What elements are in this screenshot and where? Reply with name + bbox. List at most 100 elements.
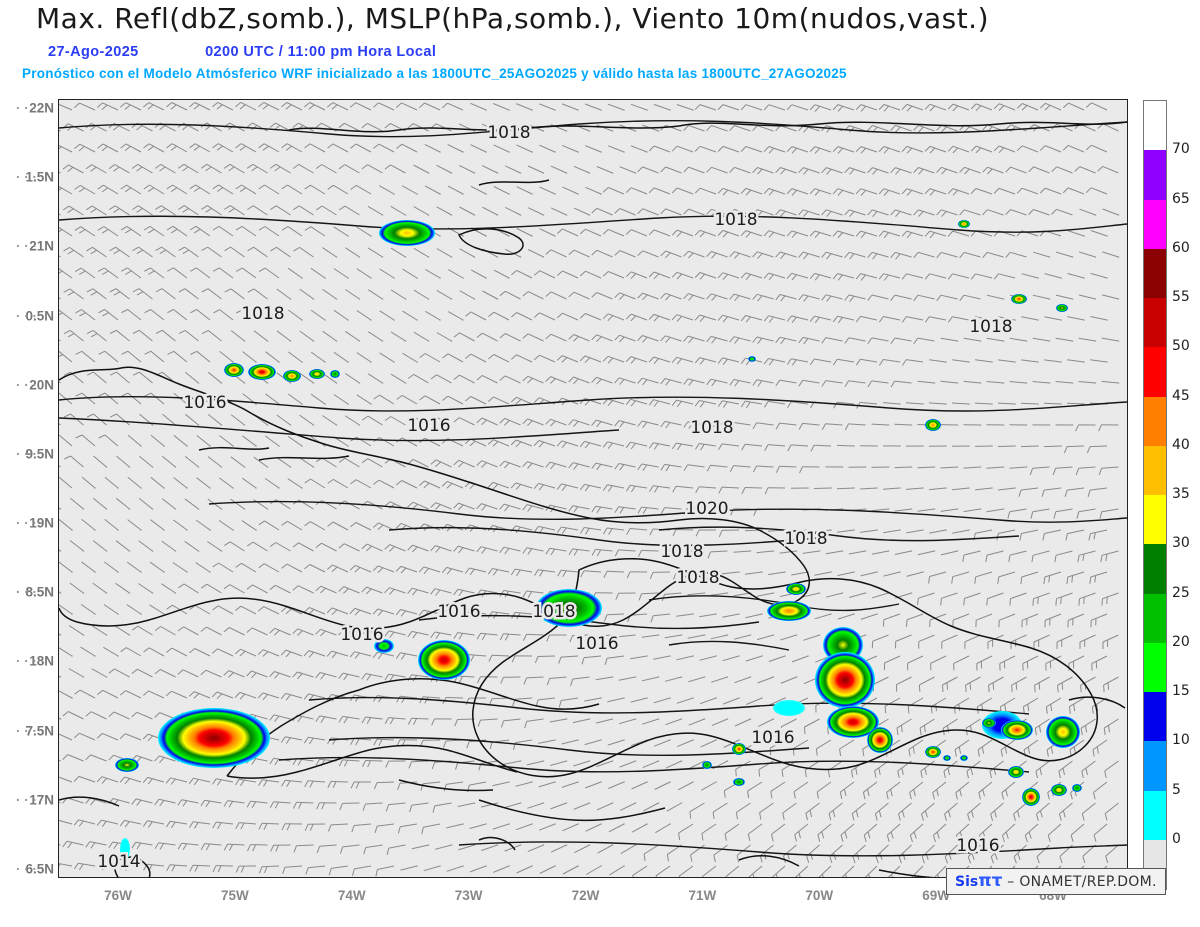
wind-barb <box>62 205 84 216</box>
wind-barb <box>464 567 487 576</box>
wind-barb <box>630 145 648 153</box>
wind-barb <box>871 466 890 468</box>
wind-barb <box>356 226 372 237</box>
colorbar-band-0-5 <box>1144 790 1166 840</box>
wind-barb <box>833 401 855 409</box>
wind-barb <box>648 229 671 237</box>
wind-barb <box>1039 102 1062 111</box>
map-canvas: 1018101810181018101810181018101810161016… <box>59 100 1127 877</box>
wind-barb <box>951 445 970 447</box>
wind-barb <box>59 561 73 573</box>
wind-barb <box>573 165 591 174</box>
wind-barb <box>821 423 843 431</box>
wind-barb <box>1044 316 1062 321</box>
wind-barb <box>459 206 476 216</box>
wind-barb <box>769 739 786 756</box>
wind-barb <box>539 823 556 831</box>
wind-barb <box>98 434 119 447</box>
wind-barb <box>625 313 648 322</box>
wind-barb <box>815 739 832 756</box>
wind-barb <box>556 228 579 237</box>
wind-barb <box>1032 294 1051 300</box>
wind-barb <box>671 442 694 451</box>
wind-barb <box>379 352 395 363</box>
wind-barb <box>91 668 108 678</box>
refl-cell-dr-south-storm <box>827 706 879 738</box>
wind-barb <box>740 230 763 238</box>
wind-barb <box>683 250 705 259</box>
wind-barb <box>837 529 855 533</box>
wind-barb <box>768 571 786 576</box>
wind-barb <box>676 613 694 617</box>
wind-barb <box>545 547 567 556</box>
wind-barb <box>901 103 924 112</box>
wind-barb <box>886 823 901 843</box>
page-title: Max. Refl(dbZ,somb.), MSLP(hPa,somb.), V… <box>36 2 989 35</box>
reflectivity-colorbar[interactable] <box>1143 100 1167 890</box>
wind-barb <box>967 802 981 821</box>
wind-barb <box>602 398 625 407</box>
wind-barb <box>390 205 407 216</box>
wind-barb <box>625 271 648 279</box>
wind-barb <box>258 101 280 111</box>
wind-barb <box>126 604 142 615</box>
wind-barb <box>219 351 234 363</box>
wind-barb <box>333 226 349 237</box>
wind-barb <box>694 145 717 153</box>
wind-barb <box>59 434 73 447</box>
wind-barb <box>614 549 636 557</box>
wind-barb <box>374 823 395 833</box>
wind-barb <box>372 608 395 617</box>
isobar-label-1014: 1014 <box>97 852 140 872</box>
wind-barb <box>798 294 820 302</box>
wind-barb <box>848 592 867 598</box>
wind-barb <box>660 250 682 259</box>
colorbar-tick-45: 45 <box>1172 387 1190 404</box>
wind-barb <box>481 165 499 174</box>
y-tick-dash: · · · <box>16 723 37 739</box>
wind-barb <box>649 571 671 579</box>
wind-barb <box>614 334 636 343</box>
wind-barb <box>189 143 211 153</box>
wind-barb <box>614 292 636 300</box>
wind-barb <box>775 465 797 473</box>
wind-barb <box>379 310 395 321</box>
wind-barb <box>988 676 1004 693</box>
wind-barb <box>235 605 257 615</box>
map-plot-area[interactable]: 1018 1018 1018 1018 1018 1018 1018 1018 1016 1016… <box>58 99 1128 878</box>
wind-barb <box>763 188 786 196</box>
wind-barb <box>327 780 349 789</box>
wind-barb <box>780 676 798 684</box>
isobar-label-halo: 1016 <box>183 393 226 413</box>
wind-barb <box>1078 294 1097 300</box>
wind-barb <box>924 230 947 239</box>
wind-barb <box>200 583 222 594</box>
wind-barb <box>442 395 464 405</box>
wind-barb <box>836 444 855 447</box>
wind-barb <box>246 670 268 679</box>
wind-barb <box>1053 508 1073 519</box>
wind-barb <box>207 541 223 552</box>
wind-barb <box>258 267 280 279</box>
wind-barb <box>630 697 648 703</box>
wind-barb <box>303 736 326 745</box>
wind-barb <box>694 187 717 195</box>
wind-barb <box>814 529 832 533</box>
wind-barb <box>430 459 452 468</box>
wind-barb <box>92 540 108 552</box>
wind-barb <box>131 711 153 720</box>
wind-barb <box>131 798 153 806</box>
isobar-label-1018: 1018 <box>660 542 703 562</box>
wind-barb <box>924 103 947 112</box>
colorbar-tick-35: 35 <box>1172 486 1190 502</box>
wind-barb <box>120 184 142 195</box>
wind-barb <box>929 613 947 628</box>
wind-barb <box>144 309 165 321</box>
wind-barb <box>752 125 774 132</box>
wind-barb <box>1051 208 1073 216</box>
wind-barb <box>476 546 498 554</box>
wind-barb <box>655 823 671 834</box>
wind-barb <box>385 802 406 812</box>
refl-cell-haiti-nw-cell <box>374 639 394 653</box>
wind-barb <box>1000 739 1016 757</box>
